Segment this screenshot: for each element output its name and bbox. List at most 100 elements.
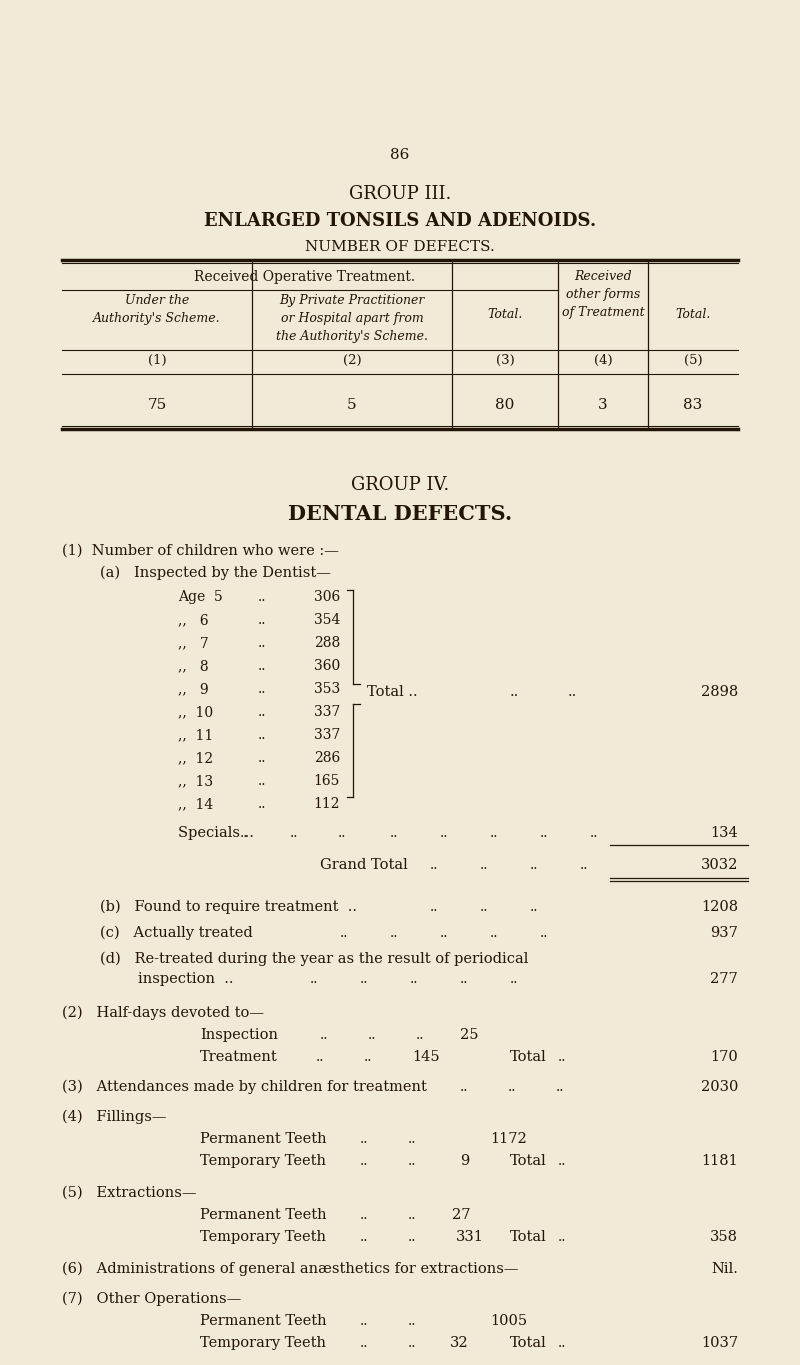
Text: ..: .. <box>310 972 318 986</box>
Text: Inspection: Inspection <box>200 1028 278 1041</box>
Text: ..: .. <box>338 826 346 839</box>
Text: 337: 337 <box>314 728 340 743</box>
Text: 337: 337 <box>314 704 340 719</box>
Text: Total.: Total. <box>675 308 710 321</box>
Text: ..: .. <box>408 1336 417 1350</box>
Text: (2)   Half-days devoted to—: (2) Half-days devoted to— <box>62 1006 264 1021</box>
Text: ..: .. <box>508 1080 517 1093</box>
Text: NUMBER OF DEFECTS.: NUMBER OF DEFECTS. <box>305 240 495 254</box>
Text: ..: .. <box>368 1028 377 1041</box>
Text: ..: .. <box>540 826 549 839</box>
Text: 86: 86 <box>390 147 410 162</box>
Text: ..: .. <box>530 859 538 872</box>
Text: ..: .. <box>316 1050 325 1063</box>
Text: 331: 331 <box>456 1230 484 1244</box>
Text: ..: .. <box>408 1132 417 1147</box>
Text: By Private Practitioner
or Hospital apart from
the Authority's Scheme.: By Private Practitioner or Hospital apar… <box>276 293 428 343</box>
Text: ..: .. <box>258 613 266 627</box>
Text: (1): (1) <box>148 354 166 367</box>
Text: Total.: Total. <box>487 308 522 321</box>
Text: ..: .. <box>408 1153 417 1168</box>
Text: (a)   Inspected by the Dentist—: (a) Inspected by the Dentist— <box>100 566 331 580</box>
Text: Under the
Authority's Scheme.: Under the Authority's Scheme. <box>93 293 221 325</box>
Text: ..: .. <box>540 925 549 940</box>
Text: 1208: 1208 <box>701 900 738 915</box>
Text: Total ..: Total .. <box>367 685 418 699</box>
Text: ..: .. <box>558 1153 566 1168</box>
Text: ..: .. <box>510 972 518 986</box>
Text: 27: 27 <box>452 1208 470 1222</box>
Text: Treatment: Treatment <box>200 1050 278 1063</box>
Text: (b)   Found to require treatment  ..: (b) Found to require treatment .. <box>100 900 357 915</box>
Text: ,,  14: ,, 14 <box>178 797 214 811</box>
Text: inspection  ..: inspection .. <box>138 972 234 986</box>
Text: Permanent Teeth: Permanent Teeth <box>200 1314 326 1328</box>
Text: ..: .. <box>258 797 266 811</box>
Text: DENTAL DEFECTS.: DENTAL DEFECTS. <box>288 504 512 524</box>
Text: 134: 134 <box>710 826 738 839</box>
Text: ..: .. <box>390 925 398 940</box>
Text: Temporary Teeth: Temporary Teeth <box>200 1336 326 1350</box>
Text: 83: 83 <box>683 399 702 412</box>
Text: Total: Total <box>510 1153 546 1168</box>
Text: 286: 286 <box>314 751 340 764</box>
Text: Nil.: Nil. <box>711 1263 738 1276</box>
Text: ENLARGED TONSILS AND ADENOIDS.: ENLARGED TONSILS AND ADENOIDS. <box>204 212 596 229</box>
Text: (d)   Re-treated during the year as the result of periodical: (d) Re-treated during the year as the re… <box>100 951 528 966</box>
Text: ..: .. <box>320 1028 329 1041</box>
Text: ..: .. <box>360 1230 369 1244</box>
Text: 1181: 1181 <box>702 1153 738 1168</box>
Text: ..: .. <box>408 1314 417 1328</box>
Text: ..: .. <box>364 1050 373 1063</box>
Text: 306: 306 <box>314 590 340 603</box>
Text: (c)   Actually treated: (c) Actually treated <box>100 925 253 940</box>
Text: ..: .. <box>480 859 489 872</box>
Text: ..: .. <box>258 751 266 764</box>
Text: ..: .. <box>360 1153 369 1168</box>
Text: (6)   Administrations of general anæsthetics for extractions—: (6) Administrations of general anæstheti… <box>62 1263 518 1276</box>
Text: 3: 3 <box>598 399 608 412</box>
Text: 165: 165 <box>314 774 340 788</box>
Text: 145: 145 <box>412 1050 440 1063</box>
Text: ..: .. <box>258 728 266 743</box>
Text: ..: .. <box>290 826 298 839</box>
Text: Specials ..: Specials .. <box>178 826 254 839</box>
Text: 80: 80 <box>495 399 514 412</box>
Text: 5: 5 <box>347 399 357 412</box>
Text: ,,  11: ,, 11 <box>178 728 214 743</box>
Text: ..: .. <box>360 972 369 986</box>
Text: ,,  10: ,, 10 <box>178 704 213 719</box>
Text: 937: 937 <box>710 925 738 940</box>
Text: (4): (4) <box>594 354 612 367</box>
Text: ..: .. <box>360 1336 369 1350</box>
Text: ..: .. <box>590 826 598 839</box>
Text: 112: 112 <box>314 797 340 811</box>
Text: ..: .. <box>258 682 266 696</box>
Text: ,,   6: ,, 6 <box>178 613 209 627</box>
Text: GROUP IV.: GROUP IV. <box>351 476 449 494</box>
Text: 2030: 2030 <box>701 1080 738 1093</box>
Text: (2): (2) <box>342 354 362 367</box>
Text: ..: .. <box>558 1336 566 1350</box>
Text: ..: .. <box>556 1080 565 1093</box>
Text: ..: .. <box>408 1208 417 1222</box>
Text: ..: .. <box>360 1314 369 1328</box>
Text: Permanent Teeth: Permanent Teeth <box>200 1208 326 1222</box>
Text: ..: .. <box>510 685 519 699</box>
Text: (4)   Fillings—: (4) Fillings— <box>62 1110 166 1125</box>
Text: ..: .. <box>490 925 498 940</box>
Text: ,,   8: ,, 8 <box>178 659 209 673</box>
Text: (5)   Extractions—: (5) Extractions— <box>62 1186 197 1200</box>
Text: ..: .. <box>258 636 266 650</box>
Text: ,,  13: ,, 13 <box>178 774 213 788</box>
Text: ..: .. <box>490 826 498 839</box>
Text: ..: .. <box>430 900 438 915</box>
Text: Grand Total: Grand Total <box>320 859 408 872</box>
Text: Permanent Teeth: Permanent Teeth <box>200 1132 326 1147</box>
Text: Total: Total <box>510 1050 546 1063</box>
Text: (7)   Other Operations—: (7) Other Operations— <box>62 1293 242 1306</box>
Text: ..: .. <box>558 1230 566 1244</box>
Text: (3): (3) <box>496 354 514 367</box>
Text: ..: .. <box>258 659 266 673</box>
Text: 288: 288 <box>314 636 340 650</box>
